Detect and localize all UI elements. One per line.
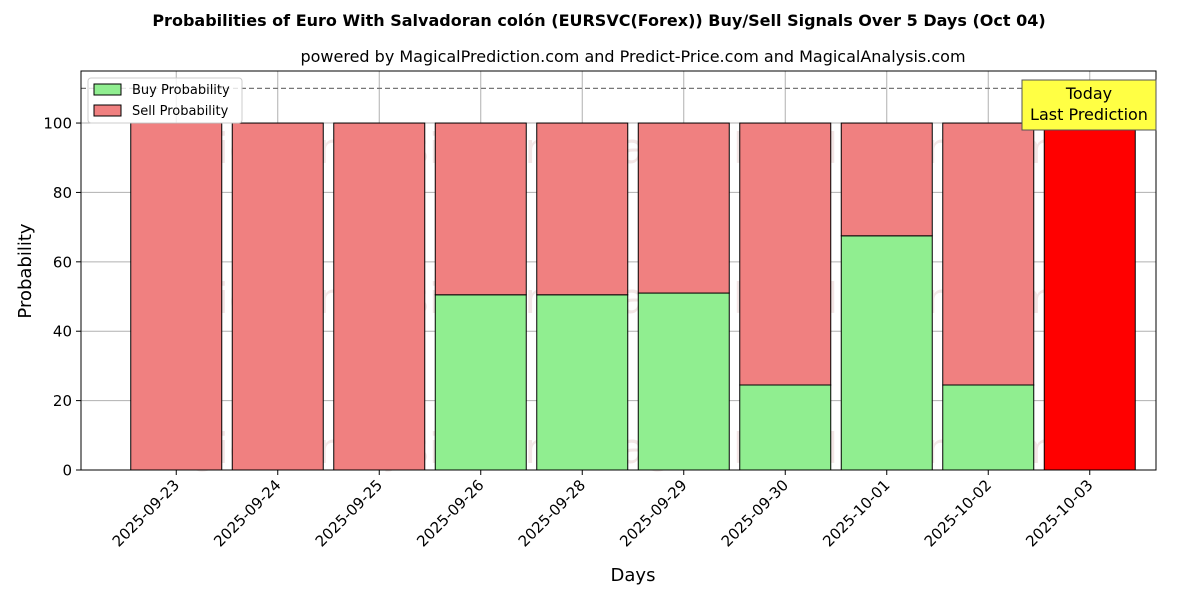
plot-frame [80, 70, 1157, 471]
legend-swatch [93, 104, 122, 117]
sell-bar [1043, 122, 1136, 471]
y-tick-label: 80 [53, 184, 72, 202]
sell-bar [231, 122, 324, 471]
x-axis-label: Days [611, 565, 656, 586]
x-tick-label: 2025-09-26 [413, 476, 487, 550]
bars [130, 122, 1136, 471]
y-tick-label: 60 [53, 253, 72, 271]
legend-swatch [93, 83, 122, 96]
x-tick-label: 2025-09-29 [616, 476, 690, 550]
sell-bar [333, 122, 426, 471]
sell-bar [840, 122, 933, 237]
annotation-text: Last Prediction [1030, 105, 1148, 124]
y-tick-label: 0 [62, 462, 72, 480]
x-tick-label: 2025-09-24 [210, 476, 284, 550]
y-tick-label: 100 [43, 115, 72, 133]
sell-bar [130, 122, 223, 471]
legend: Buy Probability Sell Probability [87, 77, 243, 124]
chart-subtitle: powered by MagicalPrediction.com and Pre… [300, 47, 965, 66]
x-tick-label: 2025-10-01 [819, 476, 893, 550]
x-axis: 2025-09-23 2025-09-24 2025-09-25 2025-09-26… [109, 470, 1097, 550]
x-tick-label: 2025-09-25 [312, 476, 386, 550]
y-tick-label: 20 [53, 392, 72, 410]
buy-bar [434, 294, 527, 471]
x-tick-label: 2025-09-30 [718, 476, 792, 550]
buy-bar [840, 235, 933, 471]
sell-bar [739, 122, 832, 386]
chart-title: Probabilities of Euro With Salvadoran co… [152, 11, 1045, 30]
sell-bar [942, 122, 1035, 386]
buy-bar [637, 292, 730, 471]
annotation-text: Today [1065, 84, 1112, 103]
legend-label: Sell Probability [132, 104, 229, 119]
sell-bar [536, 122, 629, 296]
x-tick-label: 2025-09-28 [515, 476, 589, 550]
buy-bar [739, 384, 832, 471]
y-axis-label: Probability [15, 223, 36, 318]
x-tick-label: 2025-10-03 [1022, 476, 1096, 550]
legend-box [87, 77, 243, 124]
annotation-box [1021, 79, 1157, 131]
buy-bar [536, 294, 629, 471]
y-axis: 0 20 40 60 80 100 [43, 115, 81, 480]
x-tick-label: 2025-10-02 [921, 476, 995, 550]
legend-label: Buy Probability [132, 83, 230, 98]
sell-bar [434, 122, 527, 296]
x-tick-label: 2025-09-23 [109, 476, 183, 550]
y-tick-label: 40 [53, 323, 72, 341]
today-annotation: Today Last Prediction [1021, 79, 1157, 131]
sell-bar [637, 122, 730, 294]
buy-bar [942, 384, 1035, 471]
